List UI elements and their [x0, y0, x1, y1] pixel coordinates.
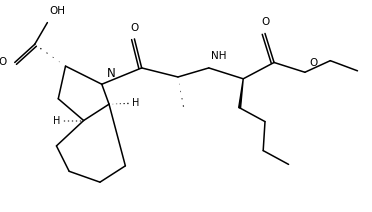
- Text: O: O: [0, 57, 7, 67]
- Text: O: O: [130, 23, 138, 33]
- Text: O: O: [310, 57, 318, 68]
- Text: N: N: [106, 67, 115, 80]
- Text: OH: OH: [49, 6, 65, 16]
- Text: NH: NH: [211, 51, 226, 61]
- Polygon shape: [239, 79, 243, 108]
- Text: O: O: [261, 17, 269, 27]
- Text: H: H: [132, 98, 139, 109]
- Text: H: H: [53, 116, 60, 126]
